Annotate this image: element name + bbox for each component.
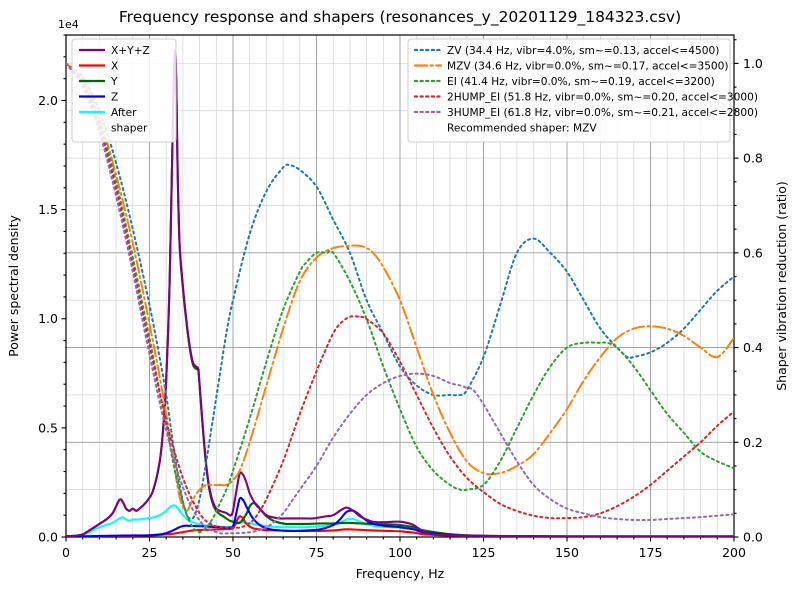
x-tick-label: 175: [639, 545, 663, 560]
y-tick-label-right: 0.0: [743, 530, 763, 545]
y-tick-label-right: 0.8: [743, 151, 763, 166]
x-tick-label: 150: [555, 545, 579, 560]
x-tick-label: 0: [62, 545, 70, 560]
psd-legend-label: X: [111, 61, 118, 73]
y-axis-label-left: Power spectral density: [6, 215, 21, 357]
psd-legend[interactable]: X+Y+Z XYZ After shaper: [71, 38, 177, 143]
y-tick-label-right: 1.0: [743, 56, 763, 71]
shaper-curve-2hump-ei: [66, 62, 734, 529]
psd-curves: [66, 49, 734, 537]
y-axis-label-right: Shaper vibration reduction (ratio): [774, 181, 789, 391]
y-tick-label-right: 0.2: [743, 435, 763, 450]
y-tick-label-left: 0.5: [38, 420, 58, 435]
psd-legend-label: Z: [111, 92, 118, 104]
x-tick-label: 125: [472, 545, 496, 560]
shaper-legend-label: ZV (34.4 Hz, vibr=4.0%, sm~=0.13, accel<…: [447, 45, 719, 57]
x-tick-label: 50: [225, 545, 241, 560]
y-axis-left-ticks: 0.0 0.5 1.0 1.5 2.0: [38, 34, 66, 545]
y-tick-label-left: 0.0: [38, 530, 58, 545]
psd-curve-x-y-z: [66, 49, 734, 537]
x-tick-label: 25: [142, 545, 158, 560]
y-tick-label-right: 0.4: [743, 340, 763, 355]
shaper-legend-label: EI (41.4 Hz, vibr=0.0%, sm~=0.19, accel<…: [447, 76, 715, 88]
shaper-legend-label: 2HUMP_EI (51.8 Hz, vibr=0.0%, sm~=0.20, …: [447, 92, 758, 104]
shaper-curves: [66, 62, 734, 535]
y-tick-label-right: 0.6: [743, 245, 763, 260]
psd-legend-label: shaper: [111, 123, 148, 135]
y-tick-label-left: 2.0: [38, 93, 58, 108]
x-axis-ticks: 0 25 50 75 100 125 150 175 200: [62, 537, 746, 560]
y-tick-label-left: 1.5: [38, 202, 58, 217]
y-axis-exponent-label: 1e4: [58, 18, 79, 31]
y-tick-label-left: 1.0: [38, 311, 58, 326]
shaper-legend-label: MZV (34.6 Hz, vibr=0.0%, sm~=0.17, accel…: [447, 61, 729, 73]
shaper-curve-ei: [66, 62, 734, 534]
shaper-curve-zv: [66, 62, 734, 521]
x-tick-label: 75: [309, 545, 325, 560]
x-axis-label: Frequency, Hz: [356, 566, 445, 581]
psd-legend-label: X+Y+Z: [111, 45, 150, 57]
shaper-legend-label: 3HUMP_EI (61.8 Hz, vibr=0.0%, sm~=0.21, …: [447, 107, 758, 119]
shaper-legend[interactable]: ZV (34.4 Hz, vibr=4.0%, sm~=0.13, accel<…: [407, 38, 758, 143]
psd-legend-label: Y: [110, 76, 118, 88]
psd-legend-label: After: [111, 107, 137, 119]
y-axis-right-ticks: 0.0 0.2 0.4 0.6 0.8 1.0: [734, 39, 763, 545]
shaper-curve-3hump-ei: [66, 62, 734, 535]
x-tick-label: 100: [388, 545, 412, 560]
x-tick-label: 200: [722, 545, 746, 560]
psd-curve-z: [66, 496, 734, 537]
page-title: Frequency response and shapers (resonanc…: [118, 8, 682, 26]
recommended-shaper-label: Recommended shaper: MZV: [447, 123, 597, 135]
